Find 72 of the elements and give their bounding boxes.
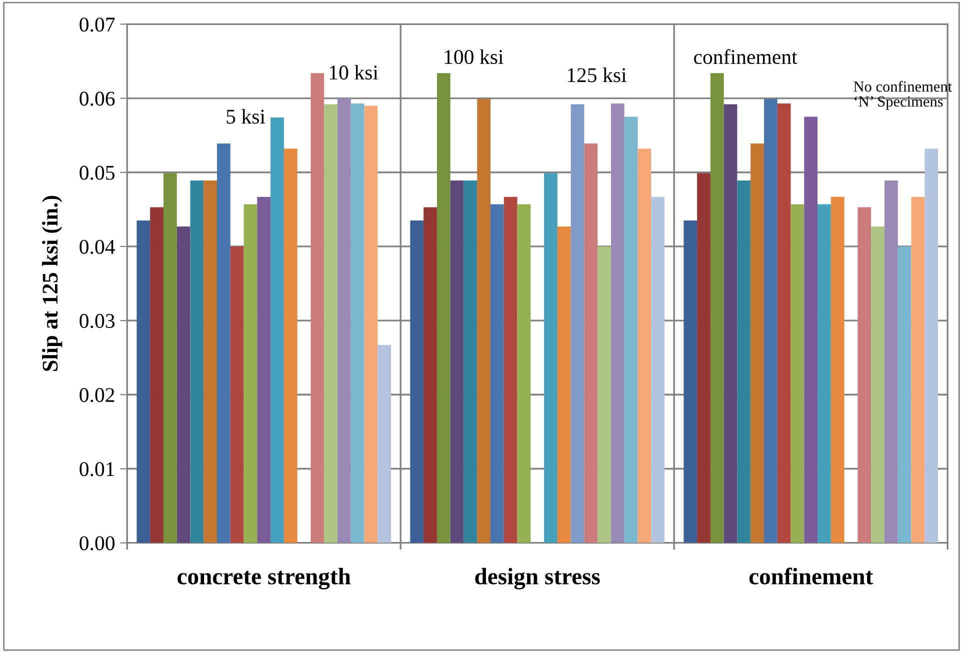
bar [697,173,710,543]
bar [570,104,584,543]
y-tick-label: 0.00 [80,536,115,550]
y-tick-label: 0.02 [80,388,114,402]
bar [150,207,164,543]
bar [710,73,724,543]
y-tick-label: 0.01 [80,462,114,476]
y-tick-label: 0.03 [80,314,114,328]
x-tick-label: confinement [749,568,874,584]
bar [624,116,638,543]
y-axis-title: Slip at 125 ksi (in.) [42,196,62,371]
bar [764,99,778,543]
bar [364,106,378,543]
bar [684,220,698,543]
bar [911,196,925,543]
bar [584,143,598,543]
annotation: 10 ksi [330,64,378,80]
bar [378,345,392,543]
bar [651,196,665,543]
bar [310,73,324,543]
bar [190,180,204,543]
annotation: confinement [694,49,798,64]
bar [724,104,738,543]
bar [638,148,652,543]
bar [750,143,764,543]
bar [204,180,218,543]
bar [884,180,898,543]
x-tick-label: design stress [475,568,600,590]
annotation: No confinement ‘N’ Specimens [854,80,952,110]
bar [804,116,818,543]
bar [450,180,464,543]
bar [410,220,424,543]
bar [477,99,490,543]
annotation: 5 ksi [226,109,266,124]
bar [324,104,338,543]
bar [176,226,190,543]
bar [136,220,150,543]
bar [898,246,912,543]
y-tick-label: 0.06 [80,92,115,106]
bar [337,98,351,543]
bar [517,204,531,543]
bar [244,204,258,543]
bar [464,180,478,543]
bar [217,143,230,543]
bar [924,148,938,543]
bar [818,204,831,543]
bar [598,246,611,543]
y-tick-label: 0.04 [80,240,115,254]
bar [777,103,791,543]
bar [350,103,364,543]
bar [436,73,450,543]
bar [504,196,518,543]
bar [490,204,504,543]
bar [163,173,177,543]
bar [871,226,884,543]
bar [858,207,872,543]
bar [830,196,844,543]
y-tick-label: 0.07 [80,18,115,32]
bar [270,118,284,543]
bar [424,207,437,543]
bar [790,204,804,543]
annotation: 100 ksi [444,49,504,64]
bar [284,148,298,543]
bar [544,173,558,543]
bar [557,226,571,543]
annotation: 125 ksi [568,68,626,82]
bar [257,196,271,543]
y-tick-label: 0.05 [80,166,114,180]
bar [737,180,751,543]
bar [610,103,624,543]
bar [230,246,244,543]
x-tick-label: concrete strength [178,568,351,590]
